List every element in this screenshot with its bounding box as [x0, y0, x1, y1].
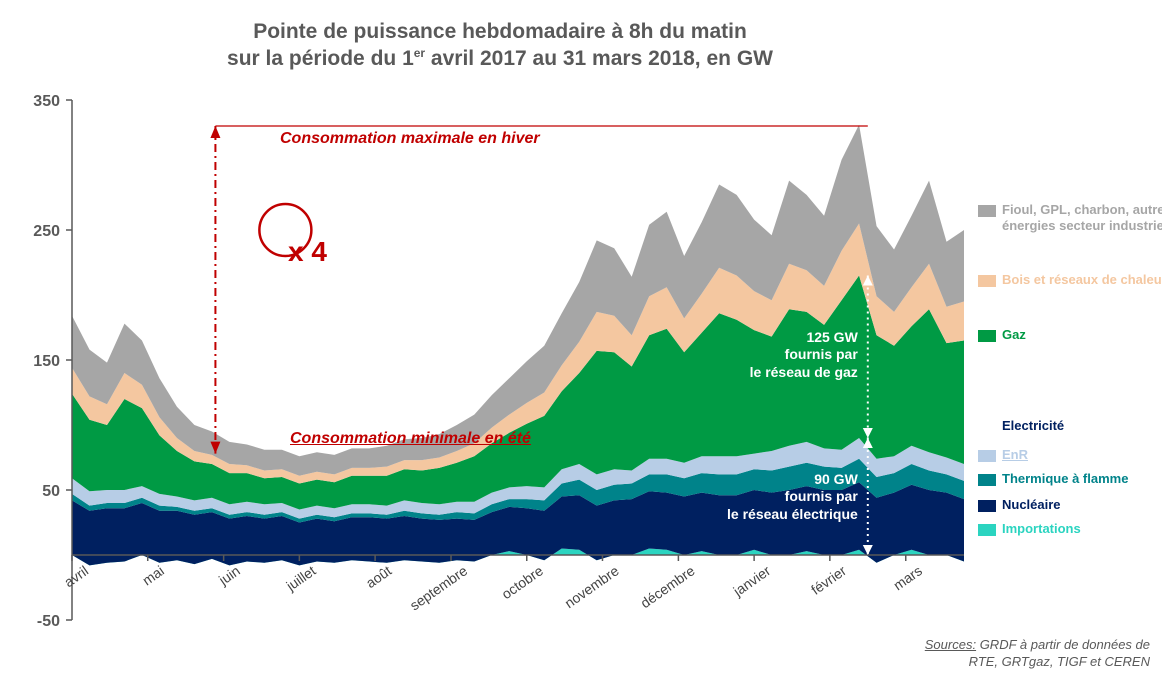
legend-label: Gaz: [1002, 327, 1162, 343]
legend-swatch: [978, 275, 996, 287]
xtick-label: août: [363, 562, 395, 591]
legend-label: EnR: [1002, 447, 1162, 463]
xtick-label: octobre: [499, 562, 547, 602]
anno-gaz-l1: 125 GW: [806, 329, 857, 345]
legend-label: Fioul, GPL, charbon, autres énergies sec…: [1002, 202, 1162, 233]
legend-swatch: [978, 330, 996, 342]
xtick-label: juin: [215, 562, 243, 588]
anno-gaz-l2: fournis par: [785, 346, 858, 362]
anno-max-winter: Consommation maximale en hiver: [280, 130, 540, 148]
xtick-label: mars: [890, 562, 925, 593]
legend-label: Importations: [1002, 521, 1162, 537]
ytick-label: -50: [37, 613, 60, 630]
anno-gaz-l3: le réseau de gaz: [750, 364, 858, 380]
anno-min-summer: Consommation minimale en été: [290, 430, 531, 448]
ytick-label: 250: [33, 223, 60, 240]
legend-swatch: [978, 474, 996, 486]
xtick-label: septembre: [407, 562, 471, 613]
anno-elec-l1: 90 GW: [814, 471, 858, 487]
legend-label: Thermique à flamme: [1002, 471, 1162, 487]
legend-swatch: [978, 450, 996, 462]
anno-x4: x 4: [288, 236, 327, 268]
ytick-label: 50: [42, 483, 60, 500]
xtick-label: mai: [139, 562, 167, 588]
legend-swatch: [978, 205, 996, 217]
legend-label: Bois et réseaux de chaleur: [1002, 272, 1162, 288]
sources: Sources: GRDF à partir de données de RTE…: [900, 637, 1150, 671]
legend-label: Nucléaire: [1002, 497, 1162, 513]
anno-gaz: 125 GW fournis par le réseau de gaz: [708, 329, 858, 382]
anno-elec: 90 GW fournis par le réseau électrique: [698, 471, 858, 524]
legend-label-electricite: Electricité: [1002, 418, 1064, 434]
xtick-label: avril: [61, 562, 91, 590]
xtick-label: novembre: [562, 562, 622, 611]
anno-elec-l2: fournis par: [785, 488, 858, 504]
legend-swatch: [978, 524, 996, 536]
xtick-label: décembre: [637, 562, 697, 611]
anno-elec-l3: le réseau électrique: [727, 506, 858, 522]
sources-label: Sources:: [925, 637, 976, 652]
xtick-label: juillet: [282, 562, 318, 594]
ytick-label: 350: [33, 93, 60, 110]
ytick-label: 150: [33, 353, 60, 370]
xtick-label: janvier: [730, 562, 774, 600]
arrow-up-icon: [210, 126, 220, 138]
sources-text2: RTE, GRTgaz, TIGF et CEREN: [969, 654, 1150, 669]
chart-svg: -50 50 150 250 350 avril mai juin juillet aoûtsep…: [0, 0, 1162, 689]
chart-container: Pointe de puissance hebdomadaire à 8h du…: [0, 0, 1162, 689]
xtick-label: février: [808, 562, 849, 598]
legend-swatch: [978, 500, 996, 512]
sources-text1: GRDF à partir de données de: [976, 637, 1150, 652]
